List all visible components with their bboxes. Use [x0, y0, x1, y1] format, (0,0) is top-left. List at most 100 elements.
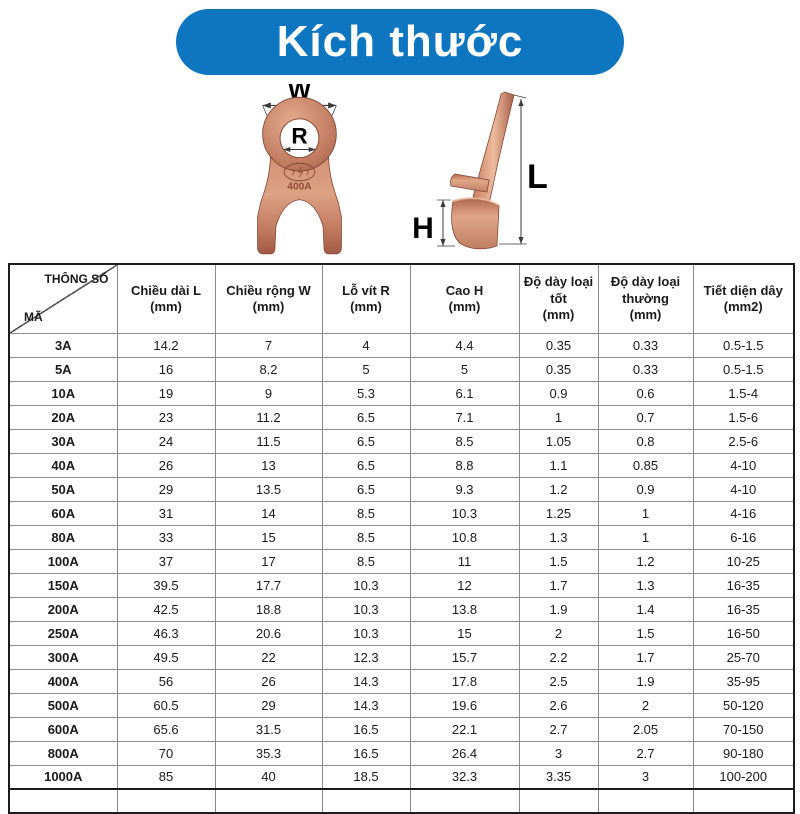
- spec-cell: 4.4: [409, 332, 520, 358]
- spec-cell: 0.5-1.5: [692, 332, 795, 358]
- spec-cell: 2.6: [518, 692, 599, 718]
- code-cell: 3A: [8, 332, 118, 358]
- spec-cell: 1: [597, 500, 694, 526]
- table-row: 400A 56 26 14.3 17.8 2.5 1.9 35-95: [8, 668, 795, 694]
- spec-cell: 9: [214, 380, 323, 406]
- spec-cell: 2: [518, 620, 599, 646]
- code-cell: 100A: [8, 548, 118, 574]
- column-header-label: Lỗ vít R: [342, 282, 390, 298]
- column-header-unit: (mm): [448, 298, 481, 314]
- code-cell: 400A: [8, 668, 118, 694]
- spec-cell: 8.5: [321, 548, 411, 574]
- column-header: Chiều rộng W (mm): [214, 263, 323, 334]
- spec-cell: 70: [116, 740, 216, 766]
- code-cell: 10A: [8, 380, 118, 406]
- table-row: 80A 33 15 8.5 10.8 1.3 1 6-16: [8, 524, 795, 550]
- spec-cell: [321, 788, 411, 814]
- spec-cell: 32.3: [409, 764, 520, 790]
- spec-cell: 6.5: [321, 452, 411, 478]
- arrowhead: [440, 200, 446, 207]
- arrowhead: [308, 147, 316, 152]
- table-row: 1000A 85 40 18.5 32.3 3.35 3 100-200: [8, 764, 795, 790]
- spec-cell: 1.3: [597, 572, 694, 598]
- spec-cell: 2.05: [597, 716, 694, 742]
- spec-cell: [116, 788, 216, 814]
- spec-cell: 8.5: [409, 428, 520, 454]
- column-header-label: Chiều rộng W: [226, 282, 311, 298]
- spec-cell: 2.7: [518, 716, 599, 742]
- column-header-label: Độ dày loại tốt: [523, 274, 594, 306]
- spec-cell: 1.7: [597, 644, 694, 670]
- code-cell: 800A: [8, 740, 118, 766]
- spec-cell: 4: [321, 332, 411, 358]
- spec-cell: 12: [409, 572, 520, 598]
- spec-cell: [518, 788, 599, 814]
- table-row: 600A 65.6 31.5 16.5 22.1 2.7 2.05 70-150: [8, 716, 795, 742]
- spec-cell: 13.5: [214, 476, 323, 502]
- column-header: Độ dày loại thường (mm): [597, 263, 694, 334]
- code-cell: 200A: [8, 596, 118, 622]
- spec-cell: 39.5: [116, 572, 216, 598]
- spec-cell: 0.35: [518, 332, 599, 358]
- spec-cell: 18.8: [214, 596, 323, 622]
- table-row: 60A 31 14 8.5 10.3 1.25 1 4-16: [8, 500, 795, 526]
- spec-cell: 20.6: [214, 620, 323, 646]
- dim-arrow-l: [499, 94, 527, 245]
- spec-cell: 70-150: [692, 716, 795, 742]
- spec-cell: 10.8: [409, 524, 520, 550]
- table-row: 150A 39.5 17.7 10.3 12 1.7 1.3 16-35: [8, 572, 795, 598]
- code-cell: 250A: [8, 620, 118, 646]
- spec-cell: 16-35: [692, 596, 795, 622]
- spec-cell: 0.9: [597, 476, 694, 502]
- spec-cell: 0.33: [597, 356, 694, 382]
- dim-arrow-h: [437, 199, 455, 247]
- spec-cell: 13.8: [409, 596, 520, 622]
- corner-label-thong-so: THÔNG SỐ: [44, 272, 109, 286]
- code-cell: 20A: [8, 404, 118, 430]
- spec-cell: 6.1: [409, 380, 520, 406]
- table-row: 40A 26 13 6.5 8.8 1.1 0.85 4-10: [8, 452, 795, 478]
- column-header-unit: (mm): [150, 298, 182, 314]
- spec-cell: 3: [597, 764, 694, 790]
- spec-cell: 5.3: [321, 380, 411, 406]
- spec-cell: 1.7: [518, 572, 599, 598]
- table-row-cutoff: [8, 788, 795, 814]
- spec-cell: 56: [116, 668, 216, 694]
- spec-cell: 0.5-1.5: [692, 356, 795, 382]
- spec-cell: 17.8: [409, 668, 520, 694]
- spec-cell: 3.35: [518, 764, 599, 790]
- spec-cell: 7.1: [409, 404, 520, 430]
- section-title: Kích thước: [276, 17, 524, 66]
- spec-cell: 26.4: [409, 740, 520, 766]
- table-row: 500A 60.5 29 14.3 19.6 2.6 2 50-120: [8, 692, 795, 718]
- code-cell: 600A: [8, 716, 118, 742]
- spec-cell: 49.5: [116, 644, 216, 670]
- spec-cell: 18.5: [321, 764, 411, 790]
- table-row: 250A 46.3 20.6 10.3 15 2 1.5 16-50: [8, 620, 795, 646]
- spec-cell: 0.85: [597, 452, 694, 478]
- spec-cell: 1.5: [518, 548, 599, 574]
- code-cell: 1000A: [8, 764, 118, 790]
- column-header-label: Độ dày loại thường: [610, 274, 681, 306]
- spec-cell: 1.5-4: [692, 380, 795, 406]
- spec-cell: 15: [214, 524, 323, 550]
- spec-cell: 23: [116, 404, 216, 430]
- spec-cell: 26: [214, 668, 323, 694]
- code-cell: 30A: [8, 428, 118, 454]
- spec-cell: 33: [116, 524, 216, 550]
- spec-cell: 40: [214, 764, 323, 790]
- spec-cell: 10-25: [692, 548, 795, 574]
- spec-cell: 26: [116, 452, 216, 478]
- spec-cell: 25-70: [692, 644, 795, 670]
- spec-cell: 1.9: [518, 596, 599, 622]
- spec-cell: 13: [214, 452, 323, 478]
- spec-cell: 24: [116, 428, 216, 454]
- spec-cell: 6.5: [321, 476, 411, 502]
- spec-cell: 16-50: [692, 620, 795, 646]
- spec-cell: 31.5: [214, 716, 323, 742]
- spec-cell: 19.6: [409, 692, 520, 718]
- spec-cell: 4-10: [692, 452, 795, 478]
- spec-cell: [8, 788, 118, 814]
- spec-table: THÔNG SỐ MÃ Chiều dài L (mm) Chiều rộng W(…: [8, 263, 795, 814]
- table-row: 200A 42.5 18.8 10.3 13.8 1.9 1.4 16-35: [8, 596, 795, 622]
